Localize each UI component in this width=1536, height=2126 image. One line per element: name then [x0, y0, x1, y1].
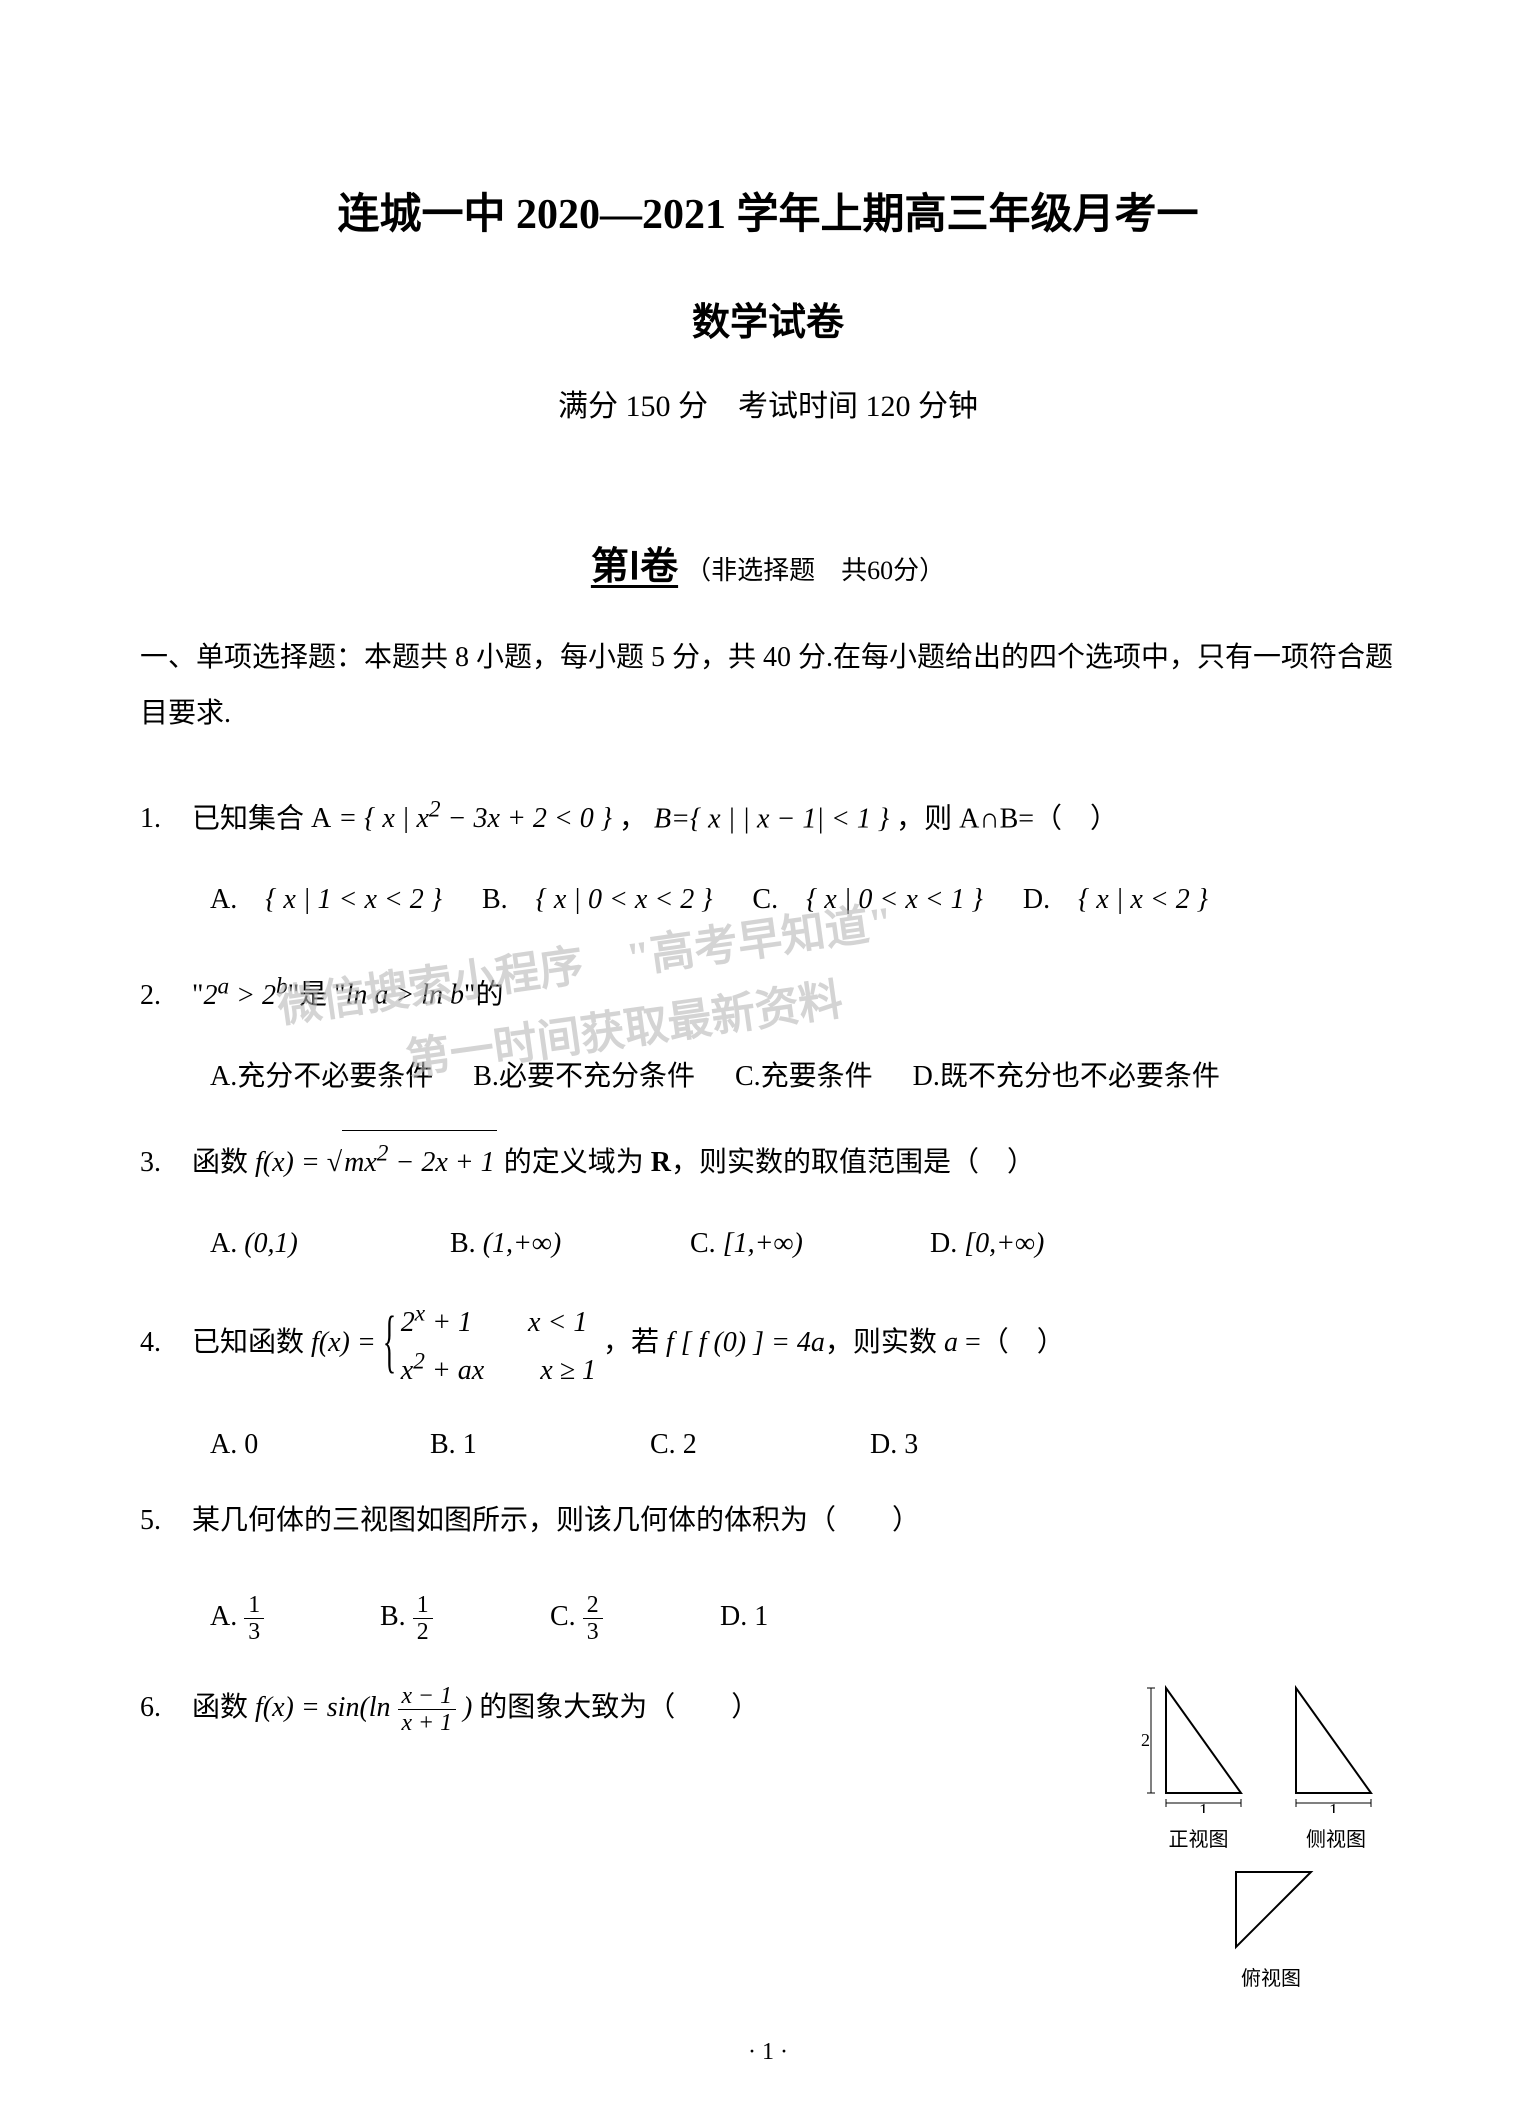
figure-front-label: 正视图 [1141, 1823, 1256, 1852]
q2-number: 2. [140, 968, 185, 1024]
q5-option-c: C. 23 [550, 1589, 680, 1645]
q2-option-d: D.既不充分也不必要条件 [913, 1049, 1220, 1105]
q3-number: 3. [140, 1135, 185, 1191]
q4-option-b: B. 1 [430, 1417, 610, 1473]
q3-option-c: C. [1,+∞) [690, 1216, 890, 1272]
q3-text: 函数 f(x) = √mx2 − 2x + 1 的定义域为 R，则实数的取值范围… [192, 1147, 1035, 1178]
q3-option-a: A. (0,1) [210, 1216, 410, 1272]
q4-text-post: ，若 f [ f (0) ] = 4a，则实数 a =（ ） [603, 1327, 1065, 1358]
section-description: （非选择题 共60分） [685, 556, 945, 585]
q5-option-d: D. 1 [720, 1589, 850, 1645]
q4-fx: f(x) = [311, 1327, 383, 1358]
figure-side-view: 1 侧视图 [1286, 1678, 1386, 1852]
q1-set-b: B={ x | | x − 1| < 1 } [654, 803, 889, 834]
fig-dim-width-front: 1 [1199, 1800, 1208, 1813]
q2-quote1: " [192, 980, 203, 1011]
section-instructions: 一、单项选择题：本题共 8 小题，每小题 5 分，共 40 分.在每小题给出的四… [140, 630, 1396, 742]
q2-expr-a: 2a > 2b [203, 980, 287, 1011]
q4-text-pre: 已知函数 [192, 1327, 311, 1358]
fig-dim-height: 2 [1141, 1730, 1150, 1750]
q2-option-a: A.充分不必要条件 [210, 1049, 433, 1105]
q1-option-a: A. { x | 1 < x < 2 } [210, 872, 442, 928]
q4-option-d: D. 3 [870, 1417, 1050, 1473]
q5-number: 5. [140, 1493, 185, 1549]
q3-options: A. (0,1) B. (1,+∞) C. [1,+∞) D. [0,+∞) [140, 1216, 1396, 1272]
q2-option-b: B.必要不充分条件 [473, 1049, 695, 1105]
q2-expr-b: ln a > ln b [346, 980, 464, 1011]
figure-top-label: 俯视图 [1156, 1962, 1386, 1991]
section-header: 第Ⅰ卷 （非选择题 共60分） [140, 535, 1396, 590]
q1-option-d: D. { x | x < 2 } [1023, 872, 1208, 928]
q5-text: 某几何体的三视图如图所示，则该几何体的体积为（ ） [192, 1505, 920, 1536]
q4-number: 4. [140, 1315, 185, 1371]
figure-top-view: 俯视图 [1156, 1862, 1386, 1991]
figure-three-views: 2 1 正视图 1 侧视图 俯视图 [1141, 1678, 1386, 1991]
q6-text: 函数 f(x) = sin(ln x − 1x + 1 ) 的图象大致为（ ） [192, 1692, 759, 1723]
question-4: 4. 已知函数 f(x) = 2x + 1 x < 1 x2 + ax x ≥ … [140, 1297, 1396, 1392]
q1-text-post: ，则 A∩B=（ ） [896, 803, 1118, 834]
page-number: · 1 · [748, 2039, 788, 2066]
figure-side-label: 侧视图 [1286, 1823, 1386, 1852]
q5-options: A. 13 B. 12 C. 23 D. 1 [140, 1589, 1396, 1645]
fig-dim-width-side: 1 [1329, 1800, 1338, 1813]
q5-option-b: B. 12 [380, 1589, 510, 1645]
question-1: 1. 已知集合 A = { x | x2 − 3x + 2 < 0 } ， B=… [140, 787, 1396, 847]
question-3: 3. 函数 f(x) = √mx2 − 2x + 1 的定义域为 R，则实数的取… [140, 1130, 1396, 1191]
q2-option-c: C.充要条件 [735, 1049, 873, 1105]
q5-option-a: A. 13 [210, 1589, 340, 1645]
q2-quote2: "的 [464, 980, 503, 1011]
q3-option-b: B. (1,+∞) [450, 1216, 650, 1272]
q1-set-a: A = { x | x2 − 3x + 2 < 0 } [311, 803, 612, 834]
q4-option-a: A. 0 [210, 1417, 390, 1473]
q1-text-pre: 已知集合 [192, 803, 311, 834]
question-2: 2. "2a > 2b"是 "ln a > ln b"的 [140, 963, 1396, 1023]
exam-title: 连城一中 2020—2021 学年上期高三年级月考一 [140, 180, 1396, 241]
q6-number: 6. [140, 1680, 185, 1736]
q1-options: A. { x | 1 < x < 2 } B. { x | 0 < x < 2 … [140, 872, 1396, 928]
q2-mid: "是 " [288, 980, 346, 1011]
question-5: 5. 某几何体的三视图如图所示，则该几何体的体积为（ ） [140, 1493, 1396, 1549]
q1-comma1: ， [619, 803, 647, 834]
exam-subtitle: 数学试卷 [140, 291, 1396, 346]
q4-options: A. 0 B. 1 C. 2 D. 3 [140, 1417, 1396, 1473]
q4-piecewise: 2x + 1 x < 1 x2 + ax x ≥ 1 [383, 1297, 596, 1392]
exam-info: 满分 150 分 考试时间 120 分钟 [140, 381, 1396, 425]
q1-number: 1. [140, 791, 185, 847]
section-number: 第Ⅰ卷 [591, 546, 678, 588]
q1-option-c: C. { x | 0 < x < 1 } [752, 872, 982, 928]
q2-options: A.充分不必要条件 B.必要不充分条件 C.充要条件 D.既不充分也不必要条件 [140, 1049, 1396, 1105]
q3-option-d: D. [0,+∞) [930, 1216, 1130, 1272]
q4-option-c: C. 2 [650, 1417, 830, 1473]
q1-option-b: B. { x | 0 < x < 2 } [482, 872, 712, 928]
figure-front-view: 2 1 正视图 [1141, 1678, 1256, 1852]
